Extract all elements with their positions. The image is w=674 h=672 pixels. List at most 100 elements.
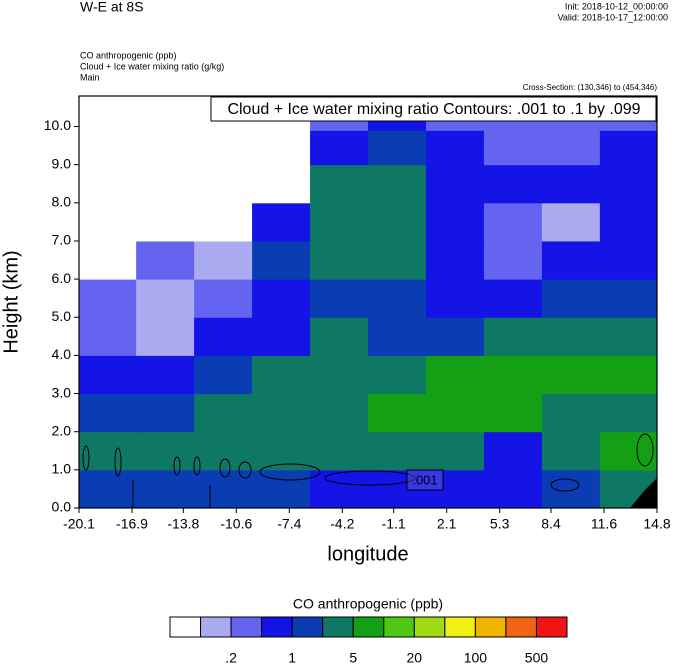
field-cell [425,279,485,318]
field-cell [310,431,369,471]
field-cell [79,202,137,242]
x-tick-label: 11.6 [591,516,617,532]
field-cell [136,355,195,395]
field-cell [368,130,427,166]
field-cell [252,164,311,204]
y-axis-label: Height (km) [0,250,22,353]
x-tick-label: -13.8 [167,516,199,532]
field-cell [425,469,485,509]
field-cell [368,164,427,204]
field-cell [368,240,427,280]
field-cell [194,317,253,356]
field-cell [368,317,427,356]
field-cell [310,130,369,166]
field-cell [194,240,253,280]
field-cell [79,355,137,395]
x-tick-label: -16.9 [116,516,148,532]
field-cell [310,469,369,509]
y-tick-label: 3.0 [52,384,72,400]
field-cell [425,355,485,395]
field-cell [79,431,137,471]
field-cell [136,202,195,242]
field-cell [252,240,311,280]
colorbar-box [505,616,537,638]
legend-box [210,96,657,122]
colorbar-label: 100 [464,650,488,666]
field-cell [136,393,195,433]
field-cell [136,164,195,204]
y-tick-label: 9.0 [52,155,72,171]
colorbar-box [291,616,324,638]
field-cell [425,164,485,204]
colorbar-box [169,616,202,638]
field-cell [136,469,195,509]
x-tick-label: 2.1 [437,516,457,532]
field-cell [194,355,253,395]
field-cell [541,469,601,509]
colorbar-box [413,616,446,638]
field-cell [599,130,658,166]
field-cell [310,202,369,242]
x-axis-label: longitude [327,543,408,565]
field-cell [79,164,137,204]
x-tick-label: -10.6 [220,516,252,532]
field-cell [194,469,253,509]
y-tick-label: 8.0 [52,194,72,210]
field-cell [252,393,311,433]
field-cell [425,393,485,433]
field-cell [541,164,601,204]
field-cell [483,355,543,395]
field-cell [541,393,601,433]
field-cell [310,317,369,356]
field-cell [368,431,427,471]
field-cell [252,355,311,395]
field-cell [194,130,253,166]
field-cell [194,279,253,318]
colorbar-label: 1 [288,650,296,666]
x-tick-label: -1.1 [382,516,406,532]
field-cell [310,240,369,280]
field-cell [483,279,543,318]
field-cell [425,130,485,166]
x-tick-label: -7.4 [277,516,301,532]
field-cell [483,240,543,280]
field-cell [136,130,195,166]
field-cell [368,393,427,433]
colorbar-label: 20 [407,650,423,666]
y-tick-label: 4.0 [52,346,72,362]
colorbar-box [261,616,293,638]
colorbar-box [352,616,385,638]
x-tick-label: 5.3 [490,516,510,532]
field-cell [425,431,485,471]
field-cell [483,317,543,356]
terrain [630,478,657,508]
colorbar-label: .2 [225,650,237,666]
field-cell [541,355,601,395]
field-cell [425,317,485,356]
field-cell [541,279,601,318]
field-cell [310,164,369,204]
colorbar-box [230,616,263,638]
field-cell [252,279,311,318]
valid-time: Valid: 2018-10-17_12:00:00 [558,12,668,22]
colorbar-label: 500 [525,650,549,666]
y-tick-label: 7.0 [52,232,72,248]
field-cell [194,164,253,204]
field-cell [483,164,543,204]
cross-section: Cross-Section: (130,346) to (454,346) [523,83,658,92]
y-tick-label: 5.0 [52,308,72,324]
x-tick-label: -4.2 [330,516,354,532]
contours [82,433,654,508]
field-cell [79,240,137,280]
y-tick-label: 10.0 [44,117,71,133]
field-cell [599,240,658,280]
field-cell [310,279,369,318]
y-tick-label: 1.0 [52,461,72,477]
colorbar-box [322,616,354,638]
colorbar-box [383,616,415,638]
y-tick-label: 2.0 [52,422,72,438]
contour-label: .001 [412,472,437,487]
colorbar-title: CO anthropogenic (ppb) [293,596,443,612]
field-cell [541,202,601,242]
